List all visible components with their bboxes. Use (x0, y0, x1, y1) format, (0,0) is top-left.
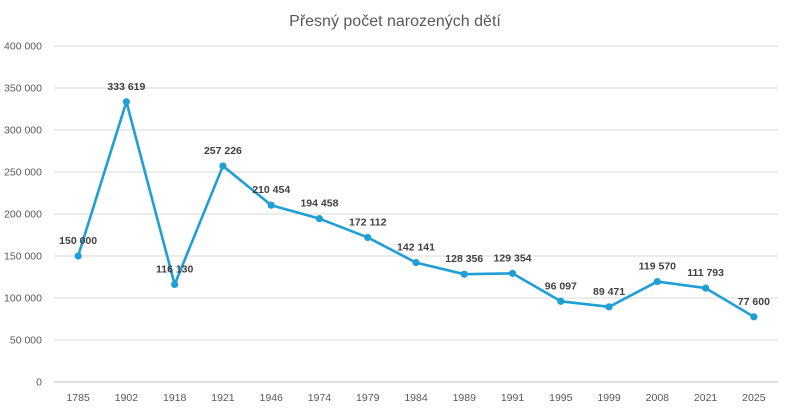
x-tick-label: 1921 (211, 392, 235, 404)
data-label: 194 458 (300, 198, 338, 210)
data-point (750, 313, 758, 321)
data-point (219, 162, 227, 170)
data-point (557, 297, 565, 305)
data-point (460, 270, 468, 278)
data-point (412, 259, 420, 267)
data-label: 89 471 (593, 286, 625, 298)
y-tick-label: 350 000 (4, 83, 42, 95)
data-label: 77 600 (738, 296, 770, 308)
data-label: 257 226 (204, 145, 242, 157)
data-label: 333 619 (107, 81, 145, 93)
data-point (702, 284, 710, 292)
x-tick-label: 1995 (549, 392, 573, 404)
x-tick-label: 1979 (356, 392, 380, 404)
data-label: 172 112 (349, 216, 387, 228)
data-point (508, 269, 517, 277)
data-label: 142 141 (397, 242, 435, 254)
data-label: 129 354 (494, 252, 532, 264)
y-axis-tick-labels: 0 50 000 100 000 150 000 200 000 250 000 300 0… (4, 41, 42, 389)
y-tick-label: 250 000 (4, 167, 42, 179)
chart-title: Přesný počet narozených dětí (289, 13, 501, 30)
data-point (74, 252, 82, 260)
data-label: 210 454 (252, 184, 290, 196)
series-line (76, 100, 756, 319)
data-label: 116 130 (156, 263, 194, 275)
data-point (171, 280, 179, 289)
x-tick-label: 1989 (453, 392, 477, 404)
y-tick-label: 0 (36, 377, 42, 389)
x-tick-label: 1984 (404, 392, 428, 404)
x-tick-label: 2008 (646, 392, 670, 404)
data-labels: 150 000 333 619 116 130 257 226 210 454 194 4… (59, 81, 770, 308)
x-tick-label: 1991 (501, 392, 525, 404)
data-point (122, 98, 130, 106)
gridlines (54, 45, 778, 383)
data-label: 111 793 (687, 267, 724, 279)
x-tick-label: 1999 (597, 392, 621, 404)
x-axis-tick-labels: 1785 1902 1918 1921 1946 1974 1979 1984 1989 1991… (66, 392, 765, 404)
y-tick-label: 100 000 (4, 293, 42, 305)
y-tick-label: 400 000 (4, 41, 42, 53)
data-label: 150 000 (59, 235, 97, 247)
data-label: 119 570 (639, 261, 677, 273)
data-label: 128 356 (445, 253, 483, 265)
y-tick-label: 50 000 (10, 335, 42, 347)
data-point (605, 303, 613, 311)
data-points (74, 98, 758, 321)
data-point (364, 233, 372, 242)
x-tick-label: 1902 (115, 392, 139, 404)
data-point (315, 215, 324, 223)
x-tick-label: 1974 (308, 392, 332, 404)
y-tick-label: 300 000 (4, 125, 42, 137)
series-line-layer (76, 100, 756, 319)
data-label: 96 097 (545, 280, 577, 292)
x-tick-label: 2021 (694, 392, 718, 404)
y-tick-label: 200 000 (4, 209, 42, 221)
x-tick-label: 1946 (260, 392, 284, 404)
y-tick-label: 150 000 (4, 251, 42, 263)
data-point (267, 201, 275, 209)
x-tick-label: 2025 (742, 392, 766, 404)
data-point (653, 277, 661, 286)
x-tick-label: 1918 (163, 392, 187, 404)
x-tick-label: 1785 (66, 392, 90, 404)
